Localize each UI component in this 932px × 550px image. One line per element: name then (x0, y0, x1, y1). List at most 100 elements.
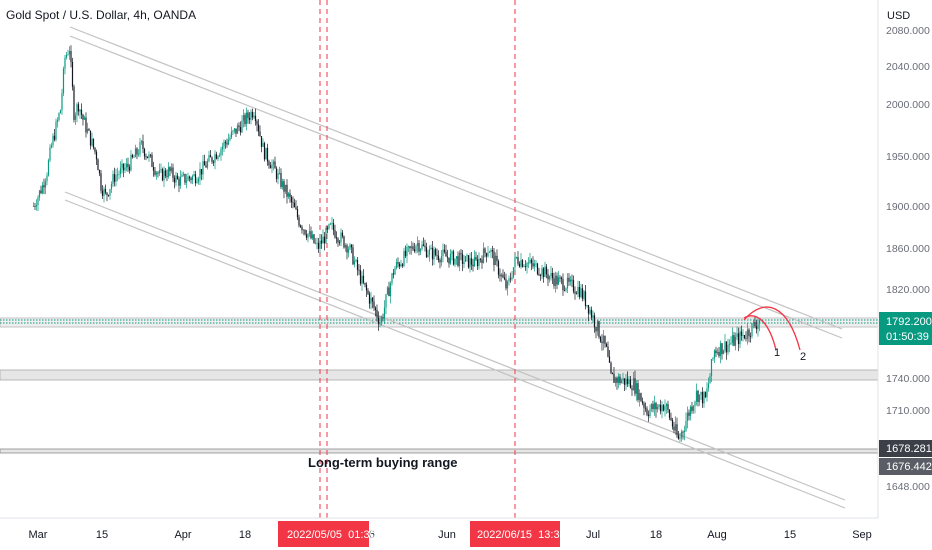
candle-body (664, 406, 666, 411)
candle-body (728, 343, 731, 345)
candle-body (649, 409, 651, 417)
candle-body (731, 335, 734, 343)
candle-body (326, 227, 329, 229)
channel-lower-line-b (64, 199, 846, 509)
candle-body (712, 358, 714, 360)
candle-body (424, 245, 426, 248)
candle-body (742, 334, 744, 336)
candle-body (302, 229, 305, 231)
candle-body (757, 324, 759, 330)
candle-body (599, 337, 602, 342)
candle-body (521, 260, 524, 267)
candle-body (373, 301, 375, 308)
y-tick-label: 2040.000 (886, 61, 930, 73)
candle-body (419, 249, 422, 252)
candle-body (448, 257, 450, 264)
candle-body (125, 163, 128, 168)
candle-body (263, 143, 266, 160)
candle-body (352, 247, 354, 265)
candle-body (293, 202, 296, 208)
candle-body (460, 252, 462, 255)
candle-body (671, 420, 674, 427)
candle-body (553, 278, 555, 286)
candle-body (226, 143, 228, 145)
candle-body (593, 315, 596, 328)
candle-body (163, 170, 165, 181)
candle-body (227, 139, 230, 145)
candle-body (85, 117, 87, 133)
candle-body (242, 115, 245, 121)
candle-body (358, 269, 360, 271)
candle-body (512, 267, 515, 278)
candle-body (560, 277, 563, 280)
candle-body (431, 247, 434, 260)
candle-body (421, 244, 423, 250)
candle-body (646, 408, 648, 415)
candle-body (362, 275, 365, 283)
candle-body (520, 260, 522, 267)
candle-body (598, 321, 600, 338)
candle-body (68, 51, 71, 55)
candle-body (568, 277, 570, 282)
x-tick-label: Jul (586, 529, 600, 541)
candle-body (686, 412, 689, 421)
candle-body (250, 111, 252, 120)
candle-body (356, 259, 359, 270)
candle-body (274, 161, 276, 169)
candle-body (514, 257, 516, 268)
candle-body (394, 267, 396, 275)
candle-body (323, 236, 326, 244)
x-tick-label: Apr (174, 529, 191, 541)
candle-body (578, 286, 581, 297)
candle-body (485, 253, 488, 257)
candle-body (491, 249, 494, 252)
candle-body (551, 272, 554, 279)
candle-body (187, 176, 189, 181)
candle-body (665, 404, 668, 407)
projection-label-1: 1 (774, 347, 780, 359)
candle-body (218, 155, 221, 157)
candle-body (511, 277, 513, 280)
candle-body (371, 298, 374, 302)
candle-body (704, 392, 707, 398)
candle-body (59, 110, 62, 114)
candle-body (73, 86, 75, 120)
candle-body (247, 112, 249, 118)
candle-body (130, 154, 132, 171)
candle-body (217, 156, 219, 159)
candle-body (619, 376, 621, 384)
candle-body (169, 167, 171, 172)
candle-body (475, 257, 477, 260)
candle-body (32, 206, 35, 207)
candle-body (290, 197, 293, 203)
candle-body (140, 141, 143, 143)
candle-body (316, 242, 318, 244)
candle-body (656, 406, 659, 410)
candle-body (83, 117, 86, 120)
candle-body (529, 259, 531, 263)
date-badge-2-label: 2022/06/15 13:30 (477, 529, 566, 541)
candle-body (271, 164, 273, 169)
candle-body (128, 166, 131, 171)
candle-body (76, 104, 78, 116)
candle-body (428, 249, 431, 255)
candle-body (200, 169, 203, 175)
candle-body (634, 378, 636, 394)
candle-body (535, 263, 537, 265)
candle-body (232, 130, 234, 132)
candle-body (610, 362, 612, 373)
candle-body (745, 338, 747, 339)
candle-body (49, 147, 51, 161)
candle-body (689, 406, 692, 416)
candle-body (304, 229, 306, 235)
candle-body (524, 266, 527, 268)
x-tick-label: 18 (239, 529, 251, 541)
candle-body (725, 341, 728, 353)
candle-body (266, 147, 269, 162)
candle-body (548, 276, 551, 280)
candle-body (733, 335, 735, 346)
candle-body (403, 250, 405, 266)
candle-body (482, 248, 485, 263)
candle-body (719, 343, 722, 357)
